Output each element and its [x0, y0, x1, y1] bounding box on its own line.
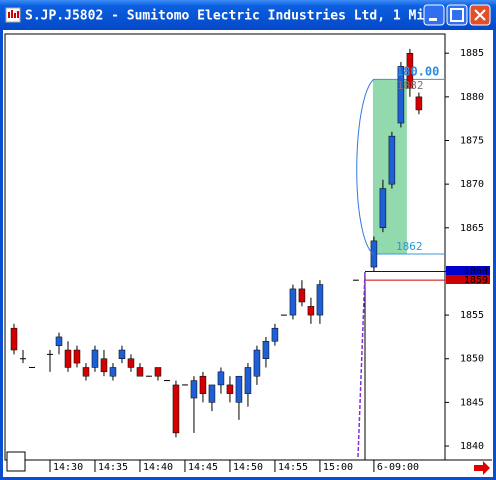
price-label-box — [446, 275, 490, 284]
y-tick-label: 1850 — [460, 354, 484, 365]
x-tick-label: 6-09:00 — [377, 462, 419, 473]
candle-body — [271, 327, 279, 342]
y-tick-label: 1855 — [460, 310, 484, 321]
candle-body — [100, 358, 108, 373]
candle-body — [163, 380, 170, 382]
candle-body — [46, 353, 53, 355]
candle-body — [253, 349, 261, 377]
candle-body — [217, 371, 225, 386]
candle-body — [352, 279, 359, 281]
icon-bars — [8, 10, 19, 18]
candle-body — [280, 314, 287, 316]
x-tick-label: 14:45 — [188, 462, 218, 473]
candle-body — [91, 349, 99, 368]
y-tick-label: 1870 — [460, 179, 484, 190]
candle-body — [19, 358, 26, 360]
window-title: S.JP.J5802 - Sumitomo Electric Industrie… — [25, 9, 432, 24]
x-tick-label: 14:30 — [53, 462, 83, 473]
candle-body — [55, 336, 63, 346]
y-tick-label: 1840 — [460, 441, 484, 452]
zone-low-label: 1862 — [396, 240, 423, 253]
candle-body — [226, 384, 234, 394]
candle-body — [406, 52, 414, 89]
candle-body — [208, 384, 216, 403]
x-tick-label: 14:50 — [233, 462, 263, 473]
annotation: 180.00 — [396, 65, 439, 79]
candle-body — [289, 288, 297, 316]
candle-body — [307, 306, 315, 316]
title-bar — [0, 0, 496, 30]
trend-line — [357, 271, 366, 458]
y-tick-label: 1885 — [460, 48, 484, 59]
candle-body — [172, 384, 180, 434]
y-tick-label: 1880 — [460, 92, 484, 103]
y-tick-label: 1845 — [460, 397, 484, 408]
y-tick-label: 1875 — [460, 136, 484, 147]
candle-body — [145, 375, 152, 377]
candle-body — [379, 188, 387, 229]
minimize-button[interactable] — [423, 4, 445, 26]
y-tick-label: 1865 — [460, 223, 484, 234]
candle-body — [199, 375, 207, 394]
candle-body — [244, 367, 252, 394]
candle-body — [109, 367, 117, 377]
close-glyph — [474, 9, 486, 21]
minimize-glyph — [429, 18, 437, 21]
price-label: 1859 — [464, 275, 488, 286]
x-tick-label: 14:55 — [278, 462, 308, 473]
candle-body — [316, 284, 324, 316]
x-tick-label: 14:35 — [98, 462, 128, 473]
x-tick-label: 14:40 — [143, 462, 173, 473]
x-tick-label: 15:00 — [323, 462, 353, 473]
candle-body — [298, 288, 306, 303]
candle-body — [190, 380, 198, 399]
candle-body — [370, 240, 378, 268]
scroll-arrow[interactable] — [474, 461, 490, 475]
candle-body — [388, 135, 396, 185]
candle-body — [136, 367, 144, 377]
candle-body — [73, 349, 81, 364]
candle-body — [235, 375, 243, 403]
candle-body — [64, 349, 72, 368]
plot — [10, 48, 445, 438]
candle-body — [154, 367, 162, 377]
ellipse-tool — [356, 78, 375, 256]
candle-body — [28, 366, 35, 368]
zone-high-label: 1882 — [397, 79, 424, 92]
candle-body — [415, 96, 423, 111]
candle-body — [262, 341, 270, 359]
price-label: 1860 — [464, 266, 488, 277]
candle-body — [397, 66, 405, 124]
maximize-glyph — [450, 8, 464, 22]
corner-box[interactable] — [6, 451, 26, 472]
candle-body — [127, 358, 135, 368]
candle-body — [10, 327, 18, 351]
candle-body — [82, 367, 90, 377]
candle-body — [181, 384, 188, 386]
candle-body — [118, 349, 126, 359]
price-label-box — [446, 266, 490, 275]
